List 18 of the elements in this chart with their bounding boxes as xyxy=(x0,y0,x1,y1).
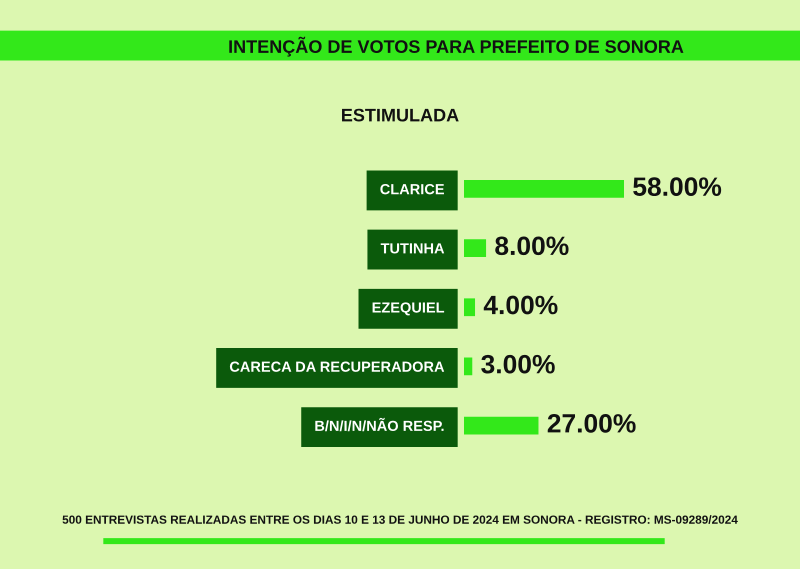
text: 500 ENTREVISTAS REALIZADAS ENTRE OS DIAS 10 E 13 DE JUNHO DE 2024 EM SONORA - REGISTRO: MS-09289/2024 xyxy=(62,515,738,524)
bar xyxy=(464,239,486,257)
data-label: 3.00% xyxy=(481,354,555,374)
chart-subtitle: ESTIMULADA xyxy=(342,108,459,122)
data-label: 4.00% xyxy=(484,296,558,314)
bar xyxy=(464,358,472,376)
data-label: 58.00% xyxy=(633,177,722,196)
data-label: 27.00% xyxy=(548,414,636,433)
y-tick-label: CARECA DA RECUPERADORA xyxy=(230,362,444,372)
y-tick-label: EZEQUIEL xyxy=(372,302,444,316)
data-label: 8.00% xyxy=(495,236,569,256)
bar xyxy=(464,298,476,316)
chart-title: INTENÇÃO DE VOTOS PARA PREFEITO DE SONORA xyxy=(229,36,684,57)
y-tick-label: B/N/I/N/NÃO RESP. xyxy=(315,418,444,432)
bar xyxy=(464,180,624,198)
y-tick-label: TUTINHA xyxy=(380,243,444,254)
y-tick-label: CLARICE xyxy=(380,184,444,194)
bar xyxy=(464,416,538,434)
